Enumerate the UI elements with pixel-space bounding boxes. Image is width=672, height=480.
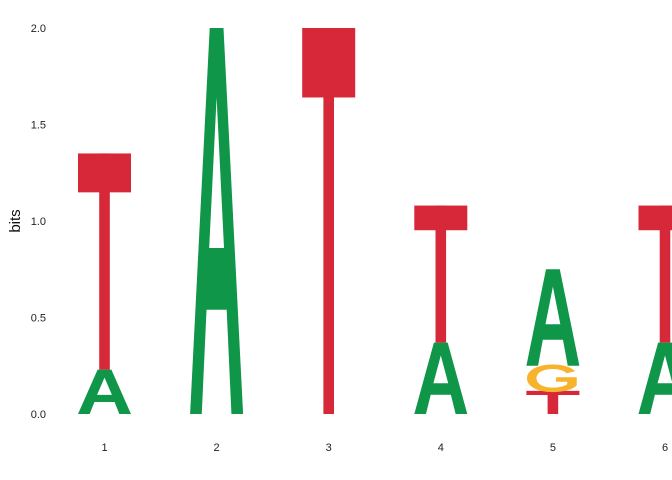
letter-T (638, 205, 672, 343)
y-tick-label: 1.0 (31, 216, 46, 228)
logo-position-5 (526, 269, 580, 414)
x-tick-label: 6 (662, 442, 668, 454)
letter-T (526, 390, 580, 414)
logo-position-4 (414, 205, 468, 414)
y-axis: 0.0 0.5 1.0 1.5 2.0 (31, 23, 46, 421)
logo-position-6 (638, 205, 672, 414)
letter-T (414, 205, 468, 343)
y-tick-label: 0.0 (31, 409, 46, 421)
y-tick-label: 0.5 (31, 313, 46, 325)
y-axis-title: bits (7, 209, 24, 232)
x-tick-label: 2 (214, 442, 220, 454)
x-tick-label: 4 (438, 442, 444, 454)
x-tick-label: 1 (101, 442, 107, 454)
y-tick-label: 1.5 (31, 120, 46, 132)
x-tick-label: 5 (550, 442, 556, 454)
logo-position-3 (302, 28, 356, 414)
letter-A (638, 342, 672, 414)
letter-A (78, 369, 131, 414)
logo-position-1 (78, 153, 131, 414)
letter-T (302, 28, 356, 414)
letter-A (526, 269, 580, 366)
letter-A (190, 28, 244, 414)
letter-stacks (78, 28, 672, 414)
letter-G (526, 364, 577, 393)
x-tick-label: 3 (326, 442, 332, 454)
letter-A (414, 342, 468, 414)
y-tick-label: 2.0 (31, 23, 46, 35)
letter-T (78, 153, 131, 370)
x-axis: 12345678910 (101, 442, 668, 454)
logo-position-2 (190, 28, 244, 414)
